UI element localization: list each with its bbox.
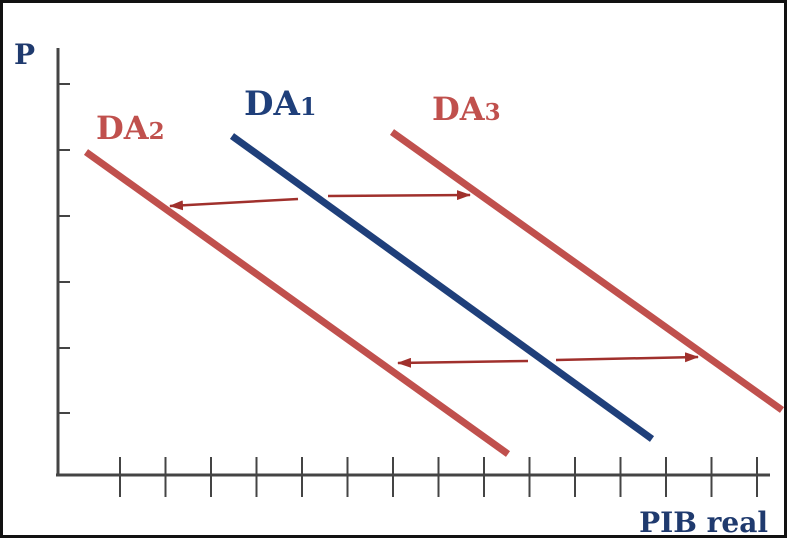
shift-arrows <box>169 190 699 368</box>
y-axis-label: P <box>14 38 35 71</box>
da2-label: DA2 <box>96 109 165 147</box>
da3-label: DA3 <box>432 90 501 128</box>
y-axis-ticks <box>58 83 70 414</box>
da3-curve <box>389 129 785 413</box>
x-axis-ticks <box>119 457 758 497</box>
axes <box>56 48 770 497</box>
arrow-top-left <box>169 197 299 211</box>
arrow-bottom-left <box>397 357 529 368</box>
arrow-top-right <box>327 190 471 201</box>
da1-curve <box>229 133 655 442</box>
arrow-bottom-right <box>555 352 699 363</box>
x-axis-label: PIB real <box>639 506 768 538</box>
da2-curve <box>83 149 511 457</box>
da1-label: DA1 <box>244 84 317 124</box>
